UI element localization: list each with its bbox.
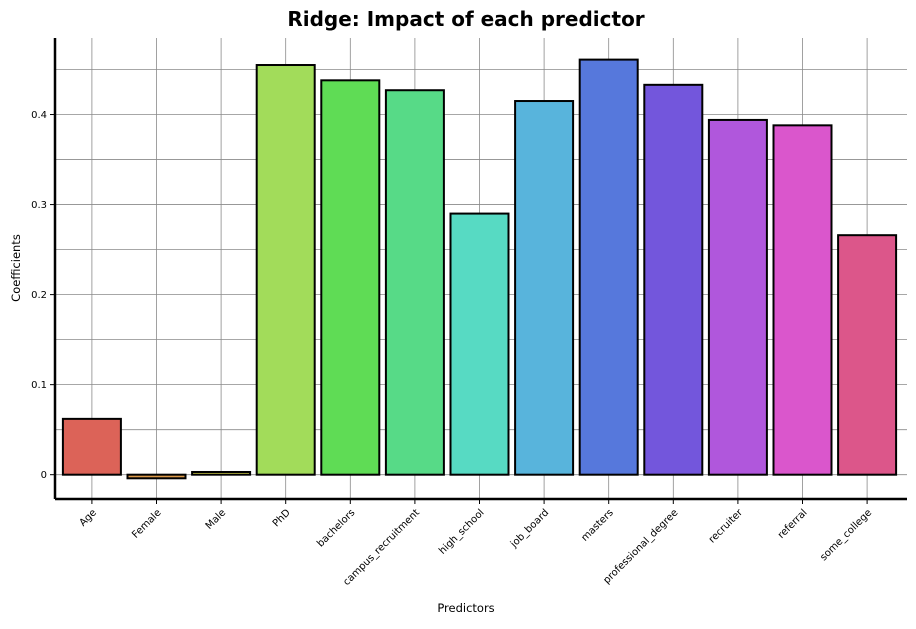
bar-phd — [255, 64, 316, 476]
bar-job-board — [514, 100, 575, 476]
x-tick-label: high_school — [437, 507, 486, 556]
bars — [61, 58, 898, 480]
y-tick-label: 0.4 — [31, 110, 47, 121]
y-axis-label: Coefficients — [9, 234, 23, 302]
x-tick-label: PhD — [271, 507, 293, 529]
chart-title: Ridge: Impact of each predictor — [287, 7, 644, 31]
bar-professional-degree — [643, 83, 704, 476]
y-tick-label: 0 — [41, 470, 47, 481]
x-tick-label: referral — [776, 507, 810, 541]
x-tick-label: masters — [579, 507, 615, 543]
y-tick-label: 0.2 — [31, 290, 47, 301]
bar-female — [126, 473, 187, 480]
bar-masters — [578, 58, 639, 476]
x-tick-label: bachelors — [315, 507, 357, 549]
bar-referral — [772, 124, 833, 476]
bar-male — [191, 470, 252, 476]
x-tick-label: Age — [78, 507, 99, 528]
bar-recruiter — [707, 118, 768, 476]
x-tick-label: professional_degree — [601, 507, 680, 586]
x-tick-label: campus_recruitment — [341, 507, 422, 588]
bar-bachelors — [320, 79, 381, 476]
x-tick-label: some_college — [818, 507, 874, 563]
y-tick-label: 0.1 — [31, 380, 47, 391]
x-ticks: Age Female Male PhD bachelorscampus_recruitm… — [78, 499, 874, 588]
bar-age — [61, 417, 122, 476]
x-tick-label: recruiter — [707, 507, 746, 546]
y-tick-label: 0.3 — [31, 200, 47, 211]
x-axis-label: Predictors — [437, 601, 494, 615]
bar-some-college — [837, 234, 898, 476]
y-ticks: 0 0.1 0.2 0.3 0.4 — [31, 110, 55, 481]
bar-high-school — [449, 212, 510, 476]
bar-campus-recruitment — [384, 89, 445, 476]
x-tick-label: job_board — [508, 507, 551, 550]
x-tick-label: Female — [130, 507, 163, 540]
x-tick-label: Male — [204, 507, 229, 532]
